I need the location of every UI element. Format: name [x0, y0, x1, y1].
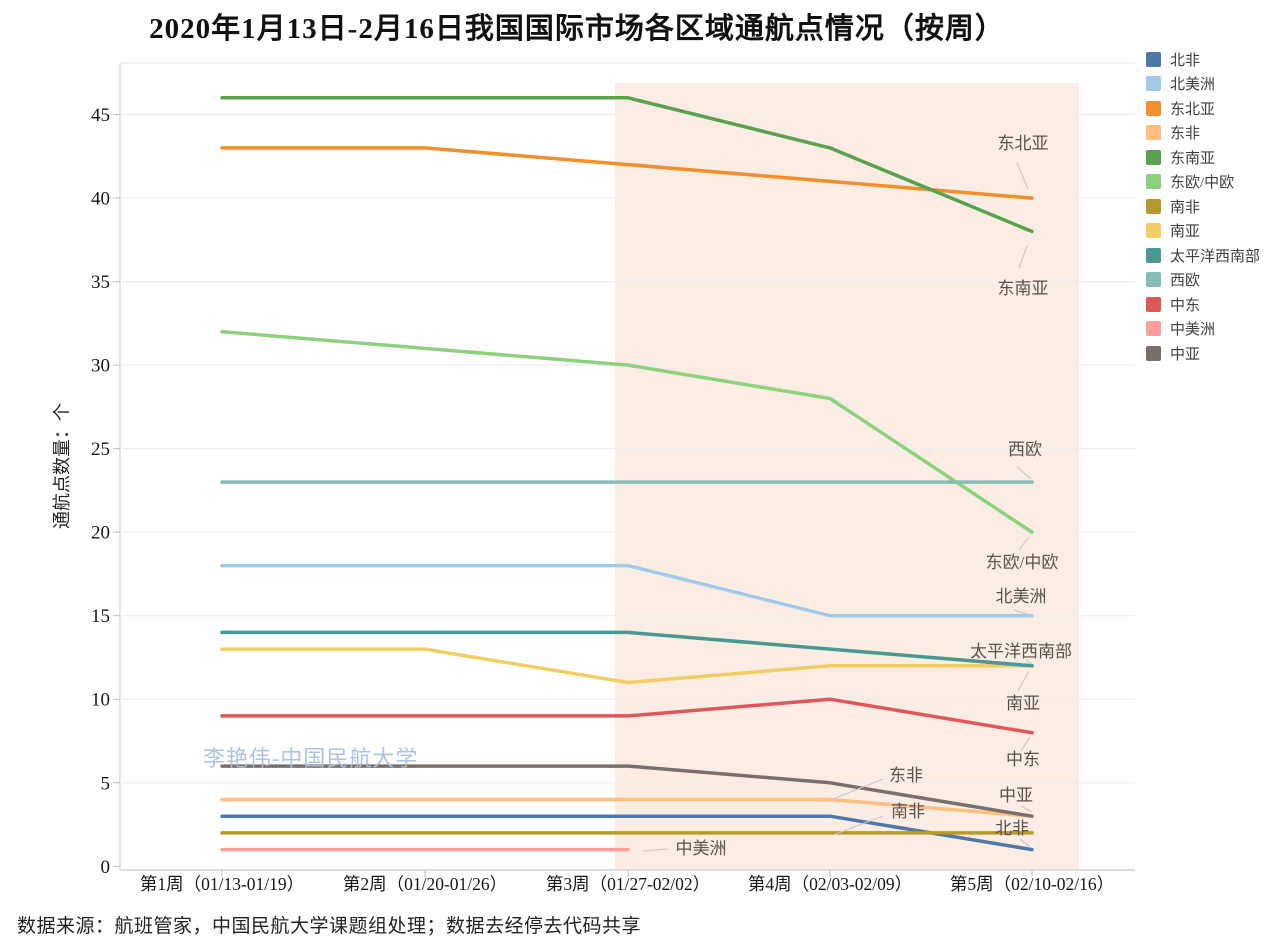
legend-label: 东非	[1170, 126, 1201, 143]
legend-item: 东北亚	[1146, 96, 1260, 121]
annotation-label: 南非	[891, 802, 925, 821]
series-line	[220, 96, 1034, 234]
legend-swatch	[1146, 125, 1161, 141]
y-tick-label: 10	[91, 690, 110, 711]
x-tick-label: 第1周（01/13-01/19）	[140, 874, 304, 894]
legend-item: 中美洲	[1146, 317, 1260, 342]
y-tick-label: 0	[101, 857, 111, 878]
legend-item: 南亚	[1146, 219, 1260, 244]
annotation-label: 西欧	[1008, 440, 1042, 459]
legend-item: 南非	[1146, 194, 1260, 219]
legend-label: 东北亚	[1170, 101, 1216, 118]
legend-item: 西欧	[1146, 268, 1260, 293]
legend-swatch	[1146, 76, 1161, 92]
x-tick-label: 第5周（02/10-02/16）	[950, 874, 1114, 894]
y-tick-label: 5	[101, 773, 111, 794]
annotation-callout	[1017, 670, 1030, 692]
series-line	[220, 146, 1034, 200]
y-tick-label: 40	[91, 189, 110, 210]
annotation-label: 南亚	[1006, 694, 1040, 713]
y-tick-label: 15	[91, 606, 110, 627]
annotation-label: 中东	[1006, 750, 1040, 769]
legend-item: 北非	[1146, 47, 1260, 72]
legend-item: 东南亚	[1146, 145, 1260, 170]
annotation-callout	[1018, 536, 1030, 551]
legend-item: 北美洲	[1146, 72, 1260, 97]
annotation-label: 北非	[995, 819, 1029, 838]
legend-item: 中东	[1146, 292, 1260, 317]
series-line	[220, 630, 1034, 668]
legend-swatch	[1146, 272, 1161, 288]
legend-swatch	[1146, 321, 1161, 337]
series-line	[220, 814, 1034, 852]
annotation-callout	[1016, 162, 1029, 190]
y-tick-label: 20	[91, 523, 110, 544]
highlight-band	[615, 83, 1079, 869]
legend-item: 东非	[1146, 121, 1260, 146]
annotation-callout	[1018, 245, 1028, 269]
legend-swatch	[1146, 51, 1161, 67]
annotation-label: 东南亚	[998, 279, 1049, 298]
legend-swatch	[1146, 345, 1161, 361]
watermark-text: 李艳伟-中国民航大学	[203, 746, 419, 771]
annotation-callout	[642, 848, 669, 852]
y-tick-label: 35	[91, 272, 110, 293]
series-line	[220, 797, 1034, 818]
legend-swatch	[1146, 198, 1161, 214]
legend-label: 太平洋西南部	[1170, 248, 1261, 265]
x-tick-label: 第4周（02/03-02/09）	[748, 874, 912, 894]
annotation-callout	[1020, 805, 1033, 813]
legend-item: 中亚	[1146, 341, 1260, 366]
annotation-callout	[1016, 466, 1032, 480]
annotation-callout	[832, 815, 884, 836]
legend-swatch	[1146, 223, 1161, 239]
legend-label: 东南亚	[1170, 150, 1216, 167]
series-line	[220, 329, 1034, 534]
y-axis-title: 通航点数量：个	[52, 403, 72, 529]
annotation-callout	[1020, 736, 1031, 752]
y-tick-label: 45	[91, 105, 110, 126]
annotation-label: 北美洲	[996, 587, 1047, 606]
series-line	[220, 647, 1034, 685]
legend-swatch	[1146, 247, 1161, 263]
legend-label: 西欧	[1170, 273, 1201, 290]
legend-label: 中美洲	[1170, 322, 1216, 339]
annotation-callout	[832, 778, 884, 800]
annotation-callout	[1019, 838, 1032, 849]
legend-swatch	[1146, 174, 1161, 190]
x-tick-label: 第3周（01/27-02/02）	[546, 874, 710, 894]
x-tick-label: 第2周（01/20-01/26）	[343, 874, 507, 894]
series-line	[220, 563, 1034, 618]
legend-label: 东欧/中欧	[1170, 175, 1235, 192]
legend-label: 北非	[1170, 52, 1201, 69]
annotation-label: 东北亚	[998, 134, 1049, 153]
legend: 北非北美洲东北亚东非东南亚东欧/中欧南非南亚太平洋西南部 西欧中东中美洲中亚	[1146, 47, 1260, 366]
y-tick-label: 25	[91, 439, 110, 460]
legend-label: 南亚	[1170, 224, 1201, 241]
annotation-callout	[1013, 609, 1031, 616]
legend-swatch	[1146, 149, 1161, 165]
annotation-callout	[1025, 659, 1033, 665]
annotation-label: 中美洲	[676, 839, 727, 858]
legend-swatch	[1146, 296, 1161, 312]
series-line	[220, 697, 1034, 735]
y-tick-label: 30	[91, 356, 110, 377]
legend-label: 北美洲	[1170, 77, 1216, 94]
chart-title: 2020年1月13日-2月16日我国国际市场各区域通航点情况（按周）	[149, 13, 1005, 45]
annotation-label: 中亚	[999, 786, 1033, 805]
legend-item: 东欧/中欧	[1146, 170, 1260, 195]
annotation-label: 东欧/中欧	[986, 553, 1059, 572]
legend-label: 中东	[1170, 297, 1201, 314]
legend-item: 太平洋西南部	[1146, 243, 1260, 268]
legend-swatch	[1146, 100, 1161, 116]
legend-label: 中亚	[1170, 346, 1201, 363]
annotation-label: 太平洋西南部	[970, 642, 1072, 661]
series-line	[220, 764, 1034, 818]
legend-label: 南非	[1170, 199, 1201, 216]
annotation-label: 东非	[889, 766, 923, 785]
source-note: 数据来源：航班管家，中国民航大学课题组处理；数据去经停去代码共享	[17, 916, 642, 937]
